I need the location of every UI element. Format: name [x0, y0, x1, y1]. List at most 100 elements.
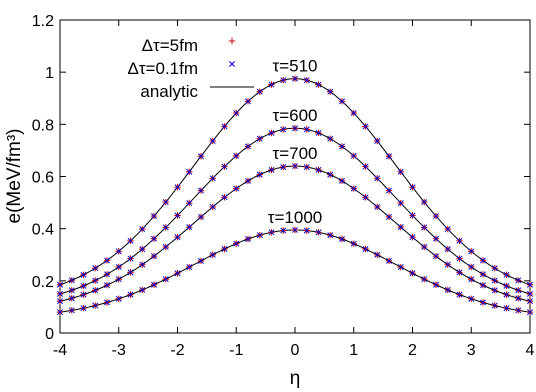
y-tick-label: 0.2 — [32, 274, 54, 291]
y-tick-label: 0.4 — [32, 222, 54, 239]
marker-cross-b — [174, 270, 181, 277]
x-tick-label: 1 — [349, 342, 358, 359]
axis-ticks: -4 -3 -2 -1 0 1 2 3 4 0 0.2 0.4 0.6 0.8 1 1.2 — [32, 13, 535, 359]
marker-cross-b — [456, 269, 463, 276]
y-tick-label: 0 — [45, 326, 54, 343]
marker-cross-b — [374, 203, 381, 210]
marker-cross-b — [186, 168, 193, 175]
marker-cross-b — [104, 282, 110, 289]
marker-cross-b — [68, 295, 75, 302]
marker-cross-b — [57, 298, 63, 305]
marker-cross-b — [491, 277, 498, 284]
marker-cross-b — [209, 251, 216, 258]
marker-cross-b — [174, 184, 181, 191]
marker-cross-b — [350, 152, 357, 159]
legend-label: analytic — [140, 82, 198, 101]
marker-cross-b — [433, 253, 439, 260]
y-tick-label: 0.6 — [32, 170, 54, 187]
legend-label: Δτ=5fm — [142, 36, 198, 55]
marker-cross-b — [256, 135, 263, 142]
x-tick-label: 3 — [467, 342, 476, 359]
curve-group — [56, 75, 534, 288]
x-tick-label: 4 — [526, 342, 535, 359]
marker-cross-b — [397, 200, 404, 207]
marker-cross-b — [503, 271, 510, 278]
marker-cross-b — [433, 281, 439, 288]
marker-cross-b — [503, 305, 510, 312]
marker-cross-b — [151, 253, 157, 260]
marker-cross-b — [421, 224, 428, 231]
marker-cross-b — [92, 287, 99, 294]
marker-cross-b — [315, 229, 322, 236]
curve-group — [56, 226, 534, 316]
marker-cross-b — [162, 199, 169, 206]
marker-cross-b — [92, 302, 99, 309]
x-axis-label: η — [290, 368, 301, 389]
marker-cross-b — [386, 153, 392, 160]
marker-cross-b — [456, 255, 463, 262]
marker-cross-b — [57, 281, 63, 288]
y-tick-label: 1 — [45, 65, 54, 82]
marker-cross-b — [515, 307, 522, 314]
marker-cross-b — [256, 232, 263, 239]
y-axis-label: e(MeV/fm³) — [4, 129, 25, 224]
marker-cross-b — [397, 264, 404, 271]
marker-cross-b — [92, 265, 99, 272]
marker-cross-b — [386, 213, 392, 220]
marker-cross-b — [151, 235, 157, 242]
marker-cross-b — [104, 257, 110, 264]
marker-cross-b — [386, 257, 392, 264]
marker-cross-b — [162, 224, 169, 231]
marker-cross-b — [221, 246, 228, 252]
marker-cross-b — [80, 305, 87, 312]
marker-cross-b — [174, 234, 181, 241]
marker-cross-b — [68, 277, 75, 284]
marker-cross-b — [444, 226, 451, 233]
marker-cross-b — [209, 203, 216, 210]
curve-group — [56, 125, 534, 298]
marker-cross-b — [104, 271, 110, 278]
curve-annotation: τ=700 — [272, 144, 317, 163]
marker-cross-b — [233, 152, 240, 159]
marker-cross-b — [115, 295, 122, 302]
marker-cross-b — [151, 281, 157, 288]
marker-cross-b — [409, 212, 416, 219]
marker-cross-b — [92, 277, 99, 284]
marker-cross-b — [115, 276, 122, 283]
curve-annotations: τ=510 τ=600 τ=700 τ=1000 — [268, 57, 322, 227]
marker-cross-b — [339, 143, 345, 150]
marker-cross-b — [527, 290, 533, 297]
curve-annotation: τ=510 — [272, 57, 317, 76]
x-tick-label: -2 — [170, 342, 184, 359]
marker-cross-b — [198, 153, 204, 160]
marker-cross-b — [315, 130, 322, 136]
marker-cross-b — [480, 257, 486, 264]
marker-cross-b — [409, 270, 416, 277]
marker-cross-b — [186, 224, 193, 231]
marker-cross-b — [327, 171, 334, 178]
marker-cross-b — [515, 295, 522, 302]
marker-cross-b — [127, 237, 134, 244]
marker-cross-b — [104, 299, 110, 306]
marker-cross-b — [362, 194, 369, 201]
marker-cross-b — [315, 166, 322, 173]
marker-cross-b — [139, 246, 146, 253]
marker-cross-b — [268, 166, 275, 173]
marker-cross-b — [174, 212, 181, 219]
marker-cross-b — [209, 138, 216, 144]
marker-cross-b — [245, 236, 251, 242]
marker-cross-b — [198, 257, 204, 264]
marker-cross-b — [245, 177, 251, 184]
curve-annotation: τ=1000 — [268, 208, 322, 227]
marker-cross-b — [468, 276, 475, 283]
marker-cross-b — [303, 227, 310, 234]
marker-cross-b — [268, 229, 275, 236]
marker-cross-b — [527, 298, 533, 305]
x-tick-label: 2 — [408, 342, 417, 359]
marker-cross-b — [374, 138, 381, 144]
marker-cross-b — [327, 232, 334, 239]
analytic-line — [59, 165, 531, 302]
marker-cross-b — [433, 213, 439, 220]
marker-cross-b — [339, 177, 345, 184]
marker-cross-b — [491, 287, 498, 294]
